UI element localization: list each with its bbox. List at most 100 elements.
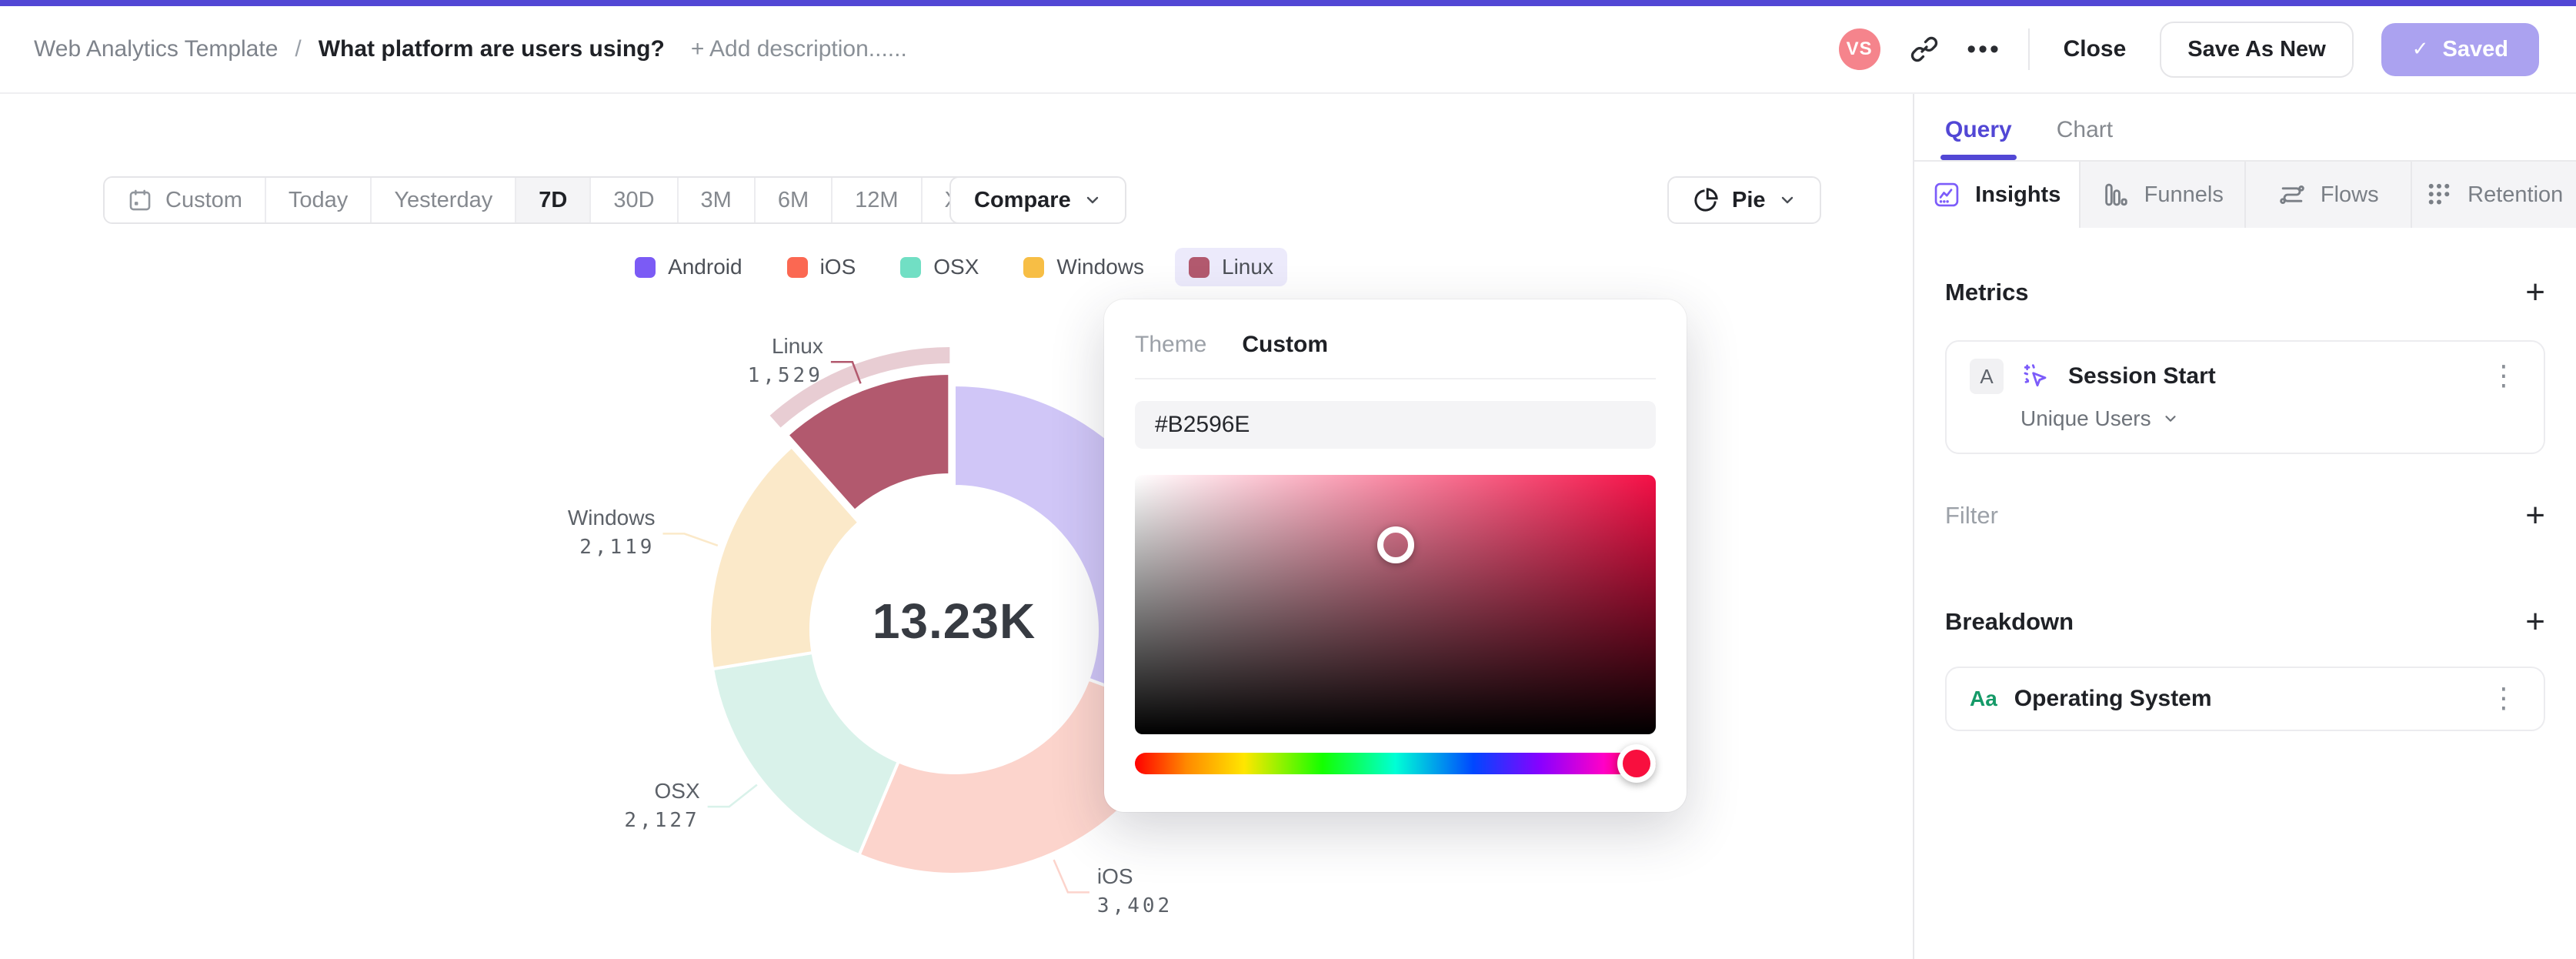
legend-label: Windows (1056, 255, 1144, 279)
legend-swatch (635, 256, 656, 278)
legend-item-android[interactable]: Android (621, 248, 756, 286)
insights-icon (1934, 182, 1959, 207)
breadcrumb-root-link[interactable]: Web Analytics Template (34, 36, 279, 62)
chart-type-button[interactable]: Pie (1667, 176, 1821, 224)
legend-item-linux[interactable]: Linux (1175, 248, 1287, 286)
legend-swatch (1023, 256, 1045, 278)
share-link-icon[interactable] (1908, 33, 1940, 65)
more-icon: ••• (1967, 35, 2001, 64)
header: Web Analytics Template / What platform a… (0, 6, 2576, 94)
view-tab-retention[interactable]: Retention (2410, 162, 2576, 228)
color-picker-popover: Theme Custom (1104, 299, 1687, 812)
slice-label-ios: iOS 3,402 (1096, 864, 1173, 918)
hex-color-input[interactable] (1135, 401, 1656, 449)
aggregation-label: Unique Users (2020, 406, 2151, 430)
metric-event-label: Session Start (2068, 363, 2216, 389)
metric-card[interactable]: A Session Start ⋮ Unique Users (1945, 340, 2545, 454)
more-menu-button[interactable]: ••• (1967, 33, 2001, 65)
analysis-view-tabs: Insights Funnels Flows Retention (1914, 160, 2576, 228)
close-button[interactable]: Close (2057, 36, 2133, 62)
tab-query[interactable]: Query (1940, 117, 2017, 160)
legend-item-ios[interactable]: iOS (773, 248, 870, 286)
add-breakdown-button[interactable]: + (2525, 603, 2545, 640)
breadcrumb: Web Analytics Template / What platform a… (34, 36, 907, 62)
tab-custom[interactable]: Custom (1242, 332, 1329, 357)
legend-item-osx[interactable]: OSX (886, 248, 993, 286)
aggregation-dropdown[interactable]: Unique Users (2020, 406, 2521, 431)
chevron-down-icon (1086, 196, 1098, 204)
metrics-title: Metrics (1945, 279, 2029, 306)
slice-label-windows: Windows 2,119 (567, 506, 656, 560)
filter-title: Filter (1945, 502, 1998, 529)
saturation-gradient-area[interactable] (1135, 475, 1656, 734)
range-12m[interactable]: 12M (833, 178, 923, 222)
legend-label: Android (668, 255, 742, 279)
color-picker-tabs: Theme Custom (1135, 299, 1656, 358)
retention-icon (2428, 183, 2450, 205)
tab-chart[interactable]: Chart (2056, 117, 2114, 142)
view-tab-flows[interactable]: Flows (2244, 162, 2411, 228)
add-description-button[interactable]: + Add description...... (690, 36, 907, 62)
range-6m[interactable]: 6M (755, 178, 833, 222)
filter-section: Filter + (1914, 499, 2576, 533)
metrics-section: Metrics + A Session Start ⋮ Unique Us (1914, 276, 2576, 454)
picker-divider (1135, 378, 1656, 379)
view-tab-funnels[interactable]: Funnels (2078, 162, 2244, 228)
accent-top-border (0, 0, 2576, 6)
legend-swatch (900, 256, 922, 278)
range-custom[interactable]: Custom (105, 178, 266, 222)
legend-label: Linux (1222, 255, 1273, 279)
breakdown-title: Breakdown (1945, 608, 2074, 635)
check-icon: ✓ (2411, 38, 2429, 61)
chevron-down-icon (2165, 416, 2176, 422)
range-30d[interactable]: 30D (591, 178, 679, 222)
saved-label: Saved (2442, 36, 2508, 62)
hue-slider[interactable] (1135, 744, 1656, 783)
pie-slice-osx[interactable] (710, 650, 901, 857)
label-connector (707, 784, 758, 808)
label-connector (830, 361, 862, 384)
page-title[interactable]: What platform are users using? (318, 36, 665, 62)
add-metric-button[interactable]: + (2525, 273, 2545, 311)
metric-kebab-menu[interactable]: ⋮ (2487, 363, 2521, 390)
breakdown-property-label: Operating System (2014, 686, 2212, 711)
date-range-group: CustomTodayYesterday7D30D3M6M12MXTD (103, 176, 1052, 224)
funnels-icon (2104, 183, 2127, 206)
legend-label: OSX (933, 255, 979, 279)
view-tab-insights[interactable]: Insights (1914, 162, 2079, 228)
hue-slider-thumb[interactable] (1617, 744, 1656, 783)
compare-button[interactable]: Compare (949, 176, 1126, 224)
legend-item-windows[interactable]: Windows (1009, 248, 1158, 286)
pie-chart-icon (1694, 188, 1718, 212)
selected-slice-halo (769, 347, 950, 428)
saved-button[interactable]: ✓ Saved (2381, 22, 2539, 76)
chart-type-label: Pie (1732, 187, 1766, 212)
gradient-cursor[interactable] (1376, 526, 1414, 563)
query-sidebar: Query Chart Insights Funnels Flows Retentio… (1913, 94, 2576, 959)
calendar-icon (129, 189, 151, 211)
add-filter-button[interactable]: + (2525, 496, 2545, 534)
pie-slice-linux[interactable] (785, 372, 952, 513)
property-type-badge: Aa (1970, 687, 1997, 710)
tab-theme[interactable]: Theme (1135, 332, 1207, 357)
sidebar-tabs: Query Chart (1914, 94, 2576, 160)
range-yesterday[interactable]: Yesterday (372, 178, 517, 222)
label-connector (1053, 859, 1089, 894)
view-tab-label: Flows (2320, 182, 2379, 207)
pie-total-label: 13.23K (872, 593, 1036, 649)
save-as-new-button[interactable]: Save As New (2160, 21, 2354, 78)
breadcrumb-separator: / (295, 36, 302, 62)
header-divider (2027, 28, 2030, 70)
metric-series-badge: A (1970, 359, 2004, 394)
chart-legend: Android iOS OSX Windows Linux (492, 248, 1416, 286)
session-start-icon (2024, 364, 2047, 387)
range-7d[interactable]: 7D (516, 178, 592, 222)
range-3m[interactable]: 3M (678, 178, 756, 222)
breakdown-card[interactable]: Aa Operating System ⋮ (1945, 667, 2545, 731)
range-today[interactable]: Today (265, 178, 372, 222)
breakdown-kebab-menu[interactable]: ⋮ (2487, 685, 2521, 713)
pie-slice-windows[interactable] (708, 444, 862, 671)
avatar[interactable]: VS (1838, 28, 1880, 70)
chevron-down-icon (1781, 196, 1793, 204)
